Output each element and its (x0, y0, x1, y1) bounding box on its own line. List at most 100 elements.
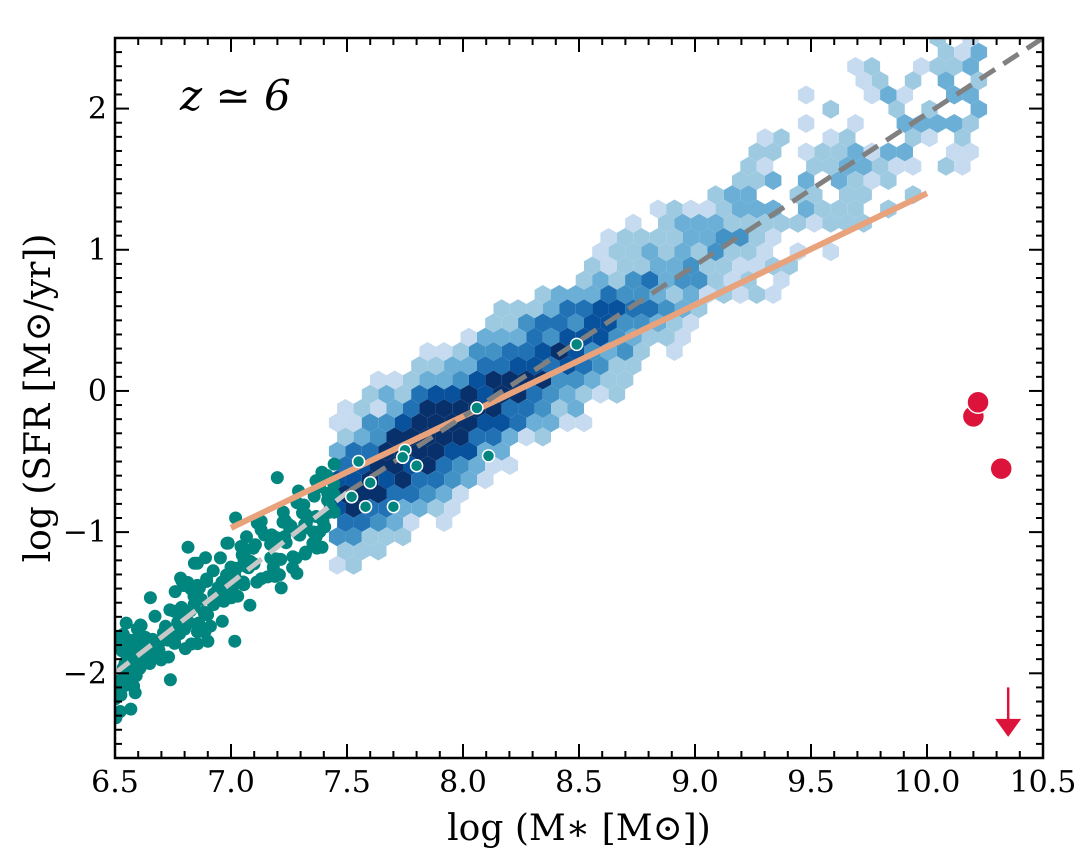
teal-point (274, 581, 288, 595)
x-tick-label: 9.5 (787, 765, 835, 800)
hexbin-cell (871, 71, 889, 91)
teal-point (143, 591, 157, 605)
hexbin-cell (732, 256, 749, 276)
teal-point (235, 548, 249, 562)
hexbin-cell (658, 242, 675, 262)
hexbin-cell (452, 342, 469, 361)
hexbin-cell (773, 213, 790, 233)
hexbin-cell (616, 228, 634, 247)
hexbin-cell (394, 470, 412, 490)
hexbin-cell (477, 413, 494, 433)
hexbin-cell (649, 256, 667, 276)
hexbin-cell (444, 384, 461, 404)
teal-point (163, 673, 177, 687)
hexbin-cell (616, 370, 634, 390)
hexbin-cell (468, 370, 486, 390)
hexbin-cell (822, 156, 839, 176)
x-tick-label: 10.5 (1010, 765, 1077, 800)
hexbin-cell (723, 242, 741, 262)
hexbin-cell (715, 199, 732, 219)
hexbin-cell (427, 384, 445, 404)
hexbin-cell (394, 527, 412, 547)
hexbin-cell (411, 441, 428, 461)
hexbin-cell (863, 85, 881, 105)
hexbin-cell (460, 441, 477, 461)
hexbin-cell (477, 356, 494, 376)
hexbin-cell (970, 42, 988, 62)
hexbin-cell (756, 156, 774, 176)
hexbin-cell (789, 213, 807, 233)
hexbin-cell (641, 270, 658, 290)
hexbin-cell (427, 470, 445, 490)
hexbin-cell (699, 199, 716, 219)
hexbin-cell (419, 370, 436, 390)
hexbin-cell (526, 327, 543, 347)
hexbin-cell (370, 370, 387, 390)
teal-point (190, 625, 204, 639)
hexbin-cell (444, 498, 461, 518)
hexbin-cell (353, 541, 370, 561)
hexbin-cell (378, 384, 395, 404)
hexbin-cell (847, 171, 864, 190)
hexbin-cell (485, 313, 502, 333)
hexbin-cell (600, 228, 617, 247)
hexbin-cell (954, 128, 971, 148)
hexbin-cell (641, 327, 658, 347)
teal-point (129, 667, 143, 680)
teal-outlined-point (481, 449, 496, 463)
hexbin-cell (797, 142, 815, 162)
hexbin-cell (419, 342, 436, 361)
hexbin-cell (509, 299, 527, 319)
hexbin-cell (773, 270, 790, 290)
teal-point (175, 600, 188, 614)
hexbin-cell (682, 199, 700, 219)
teal-point (116, 627, 130, 641)
light-dashed-fit-line (115, 490, 349, 676)
hexbin-cell (806, 185, 823, 205)
hexbin-cell (608, 242, 626, 262)
hexbin-cell (477, 470, 494, 490)
hexbin-cell (748, 199, 765, 219)
hexbin-cell (403, 484, 420, 504)
hexbin-cell (534, 342, 551, 361)
hexbin-cell (666, 285, 683, 304)
hexbin-cell (674, 213, 691, 233)
teal-outlined-point (395, 450, 410, 465)
hexbin-cell (855, 156, 872, 176)
teal-point (138, 630, 152, 644)
teal-point (228, 634, 242, 648)
teal-point (243, 598, 257, 612)
hexbin-cell (493, 441, 510, 461)
hexbin-cell (411, 384, 428, 404)
hexbin-cell (345, 498, 362, 518)
hexbin-cell (518, 427, 535, 447)
hexbin-cell (732, 199, 749, 219)
hexbin-cell (485, 370, 502, 390)
hexbin-cell (616, 313, 634, 333)
hexbin-cell (871, 156, 889, 176)
hexbin-cell (518, 313, 535, 333)
teal-point (181, 540, 195, 554)
hexbin-cell (608, 270, 626, 290)
teal-point (203, 619, 217, 633)
hexbin-cell (715, 256, 732, 276)
hexbin-cell (460, 384, 477, 404)
hexbin-cell (328, 413, 346, 433)
hexbin-cell (765, 142, 782, 162)
teal-outlined-point (358, 499, 373, 514)
hexbin-cell (386, 484, 403, 504)
hexbin-cell (822, 128, 839, 148)
hexbin-cell (518, 399, 535, 418)
hexbin-cell (962, 142, 979, 162)
hexbin-cell (921, 99, 938, 119)
hexbin-cell (411, 498, 428, 518)
upper-limit-arrow-head (995, 718, 1022, 737)
hexbin-cell (929, 57, 946, 76)
hexbin-cell (649, 228, 667, 247)
hexbin-cell (847, 57, 864, 76)
hexbin-cell (855, 71, 872, 91)
hexbin-cell (765, 228, 782, 247)
hexbin-cell (723, 185, 741, 205)
hexbin-cell (904, 156, 922, 176)
hexbin-cell (600, 370, 617, 390)
